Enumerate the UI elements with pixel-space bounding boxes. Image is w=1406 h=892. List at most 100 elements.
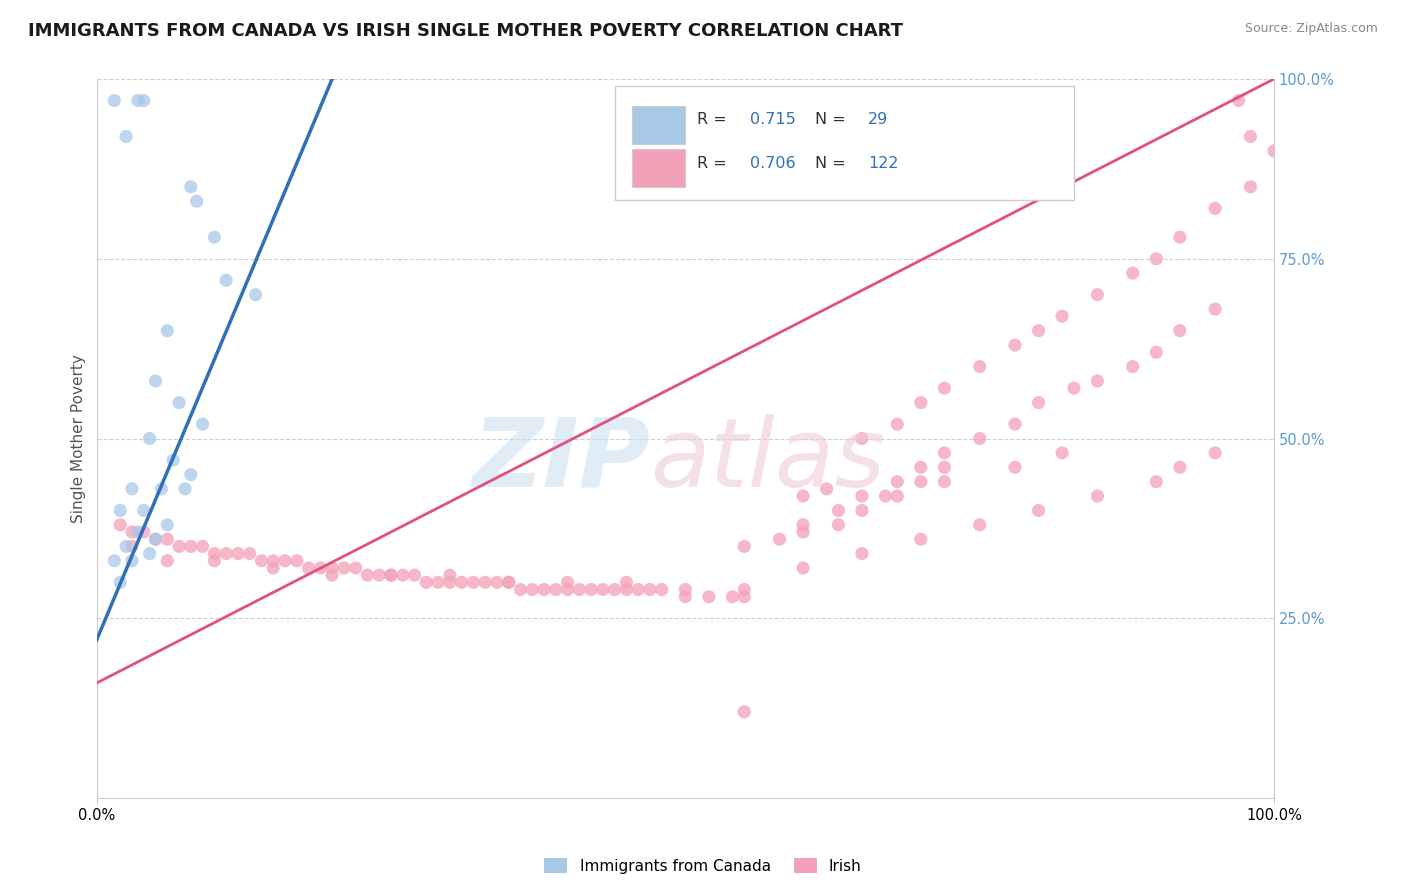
Point [167, 395, 190, 409]
Point [934, 460, 956, 475]
Point [226, 547, 249, 561]
Point [121, 524, 143, 539]
Point [138, 432, 160, 446]
Point [969, 517, 991, 532]
Point [733, 540, 755, 554]
Text: atlas: atlas [650, 414, 884, 507]
Point [934, 446, 956, 460]
Point [886, 475, 908, 489]
Point [1144, 252, 1167, 266]
Point [127, 94, 149, 108]
Point [115, 129, 138, 144]
Point [344, 561, 367, 575]
Point [309, 561, 332, 575]
Point [1204, 202, 1226, 216]
Point [108, 517, 131, 532]
Legend: Immigrants from Canada, Irish: Immigrants from Canada, Irish [538, 852, 868, 880]
Point [138, 547, 160, 561]
Point [851, 432, 873, 446]
Point [673, 582, 696, 597]
Point [579, 582, 602, 597]
Text: N =: N = [815, 155, 851, 170]
Point [616, 582, 638, 597]
Point [297, 561, 319, 575]
Point [391, 568, 413, 582]
Text: ZIP: ZIP [472, 414, 650, 507]
Point [697, 590, 720, 604]
Point [592, 582, 614, 597]
Point [321, 561, 343, 575]
Text: 0.706: 0.706 [749, 155, 796, 170]
Point [733, 705, 755, 719]
Point [815, 482, 838, 496]
Point [380, 568, 402, 582]
Point [333, 561, 356, 575]
FancyBboxPatch shape [633, 150, 685, 186]
Text: R =: R = [697, 155, 733, 170]
Point [191, 417, 214, 431]
Point [121, 540, 143, 554]
Point [156, 324, 179, 338]
Point [368, 568, 391, 582]
Point [651, 582, 673, 597]
Point [768, 532, 790, 546]
Point [1263, 144, 1285, 158]
Point [245, 287, 267, 301]
Text: Source: ZipAtlas.com: Source: ZipAtlas.com [1244, 22, 1378, 36]
Point [439, 575, 461, 590]
Point [910, 460, 932, 475]
Point [934, 475, 956, 489]
Point [533, 582, 555, 597]
Point [733, 582, 755, 597]
Point [427, 575, 450, 590]
Point [1004, 417, 1026, 431]
Point [1239, 129, 1261, 144]
Point [792, 524, 814, 539]
Point [145, 532, 167, 546]
Point [557, 582, 579, 597]
Point [969, 432, 991, 446]
Point [215, 273, 238, 287]
Point [557, 575, 579, 590]
Point [603, 582, 626, 597]
Point [733, 590, 755, 604]
Point [180, 540, 202, 554]
Point [174, 482, 197, 496]
FancyBboxPatch shape [614, 87, 1074, 200]
Point [1122, 359, 1144, 374]
Point [827, 517, 849, 532]
Point [1122, 266, 1144, 280]
Point [1168, 230, 1191, 244]
Point [1063, 381, 1085, 395]
Point [156, 554, 179, 568]
Text: 0.715: 0.715 [749, 112, 796, 128]
Point [215, 547, 238, 561]
Point [156, 532, 179, 546]
Point [150, 482, 173, 496]
Point [1087, 287, 1109, 301]
Point [875, 489, 897, 503]
Point [108, 575, 131, 590]
Point [250, 554, 273, 568]
Point [827, 503, 849, 517]
Point [380, 568, 402, 582]
Point [180, 467, 202, 482]
Y-axis label: Single Mother Poverty: Single Mother Poverty [72, 354, 86, 523]
Point [792, 517, 814, 532]
Point [202, 554, 225, 568]
Text: N =: N = [815, 112, 851, 128]
Point [627, 582, 650, 597]
Point [616, 575, 638, 590]
Point [132, 94, 155, 108]
Point [1239, 179, 1261, 194]
Point [108, 503, 131, 517]
Point [1028, 503, 1050, 517]
Point [886, 489, 908, 503]
Point [463, 575, 485, 590]
Point [934, 381, 956, 395]
Point [1168, 324, 1191, 338]
Point [792, 489, 814, 503]
Point [498, 575, 520, 590]
Point [162, 453, 184, 467]
Point [1050, 310, 1073, 324]
